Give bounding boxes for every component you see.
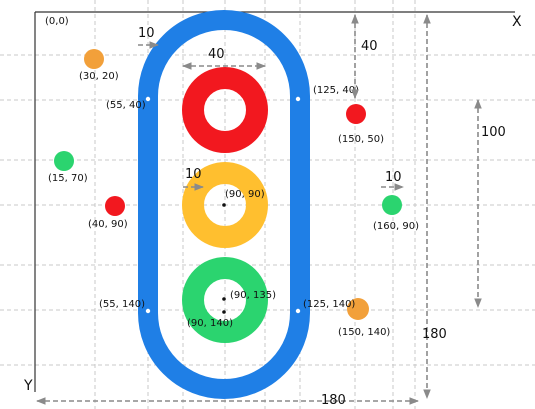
dim-label-10-dot: 10: [385, 170, 402, 185]
label-150-140: (150, 140): [338, 327, 390, 338]
yellow-center-dot: [222, 203, 226, 207]
housing-left-bottom-marker: [145, 308, 151, 314]
label-40-90: (40, 90): [88, 219, 128, 230]
label-90-140: (90, 140): [187, 318, 233, 329]
label-55-40: (55, 40): [106, 100, 146, 111]
label-55-140: (55, 140): [99, 299, 145, 310]
label-90-135: (90, 135): [230, 290, 276, 301]
green-circle-right: [382, 195, 402, 215]
x-axis-label: X: [512, 14, 522, 30]
label-30-20: (30, 20): [79, 71, 119, 82]
dim-label-100: 100: [481, 125, 506, 140]
housing-right-bottom-marker: [295, 308, 301, 314]
label-125-140: (125, 140): [303, 299, 355, 310]
dim-label-180-horizontal: 180: [321, 393, 346, 408]
orange-circle-top-left: [84, 49, 104, 69]
label-160-90: (160, 90): [373, 221, 419, 232]
red-circle-right: [346, 104, 366, 124]
label-15-70: (15, 70): [48, 173, 88, 184]
dimension-lines: [36, 14, 482, 405]
orange-circle-bottom-right: [347, 298, 369, 320]
green-circle-left: [54, 151, 74, 171]
green-center-dot: [222, 297, 226, 301]
label-150-50: (150, 50): [338, 134, 384, 145]
green-bottom-dot: [222, 310, 226, 314]
label-125-40: (125, 40): [313, 85, 359, 96]
dim-label-top-40: 40: [361, 39, 378, 54]
housing-right-top-marker: [295, 96, 301, 102]
y-axis-label: Y: [23, 378, 33, 394]
dim-label-10-top: 10: [138, 26, 155, 41]
red-circle-left: [105, 196, 125, 216]
red-lamp-ring: [182, 67, 268, 153]
dim-label-180-vertical: 180: [422, 327, 447, 342]
housing-left-top-marker: [145, 96, 151, 102]
label-90-90: (90, 90): [225, 189, 265, 200]
green-lamp-ring: [182, 257, 268, 343]
axes: [34, 11, 515, 392]
origin-label: (0,0): [45, 16, 69, 27]
dim-label-40: 40: [208, 47, 225, 62]
yellow-lamp-ring: [182, 162, 268, 248]
dim-label-10-ring: 10: [185, 167, 202, 182]
traffic-light-housing: [138, 10, 310, 399]
